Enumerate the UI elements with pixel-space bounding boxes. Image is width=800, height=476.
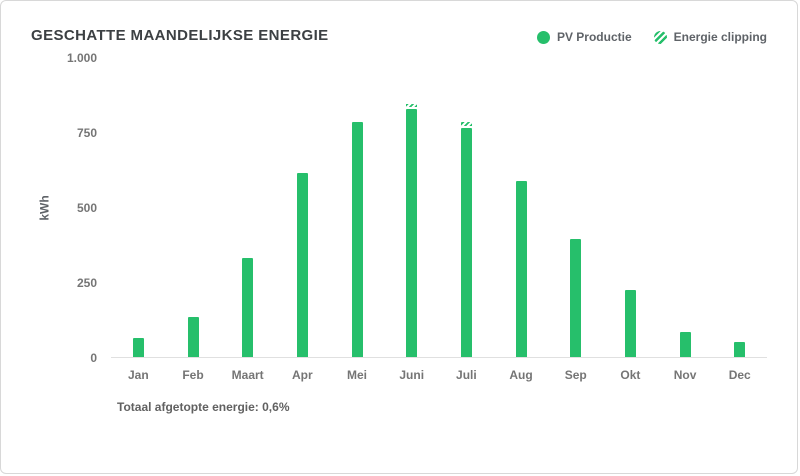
x-label-apr: Apr [292, 368, 313, 382]
energie-clipping-dot-icon [653, 30, 667, 44]
bar-column-apr [275, 58, 330, 357]
bar-apr [296, 173, 308, 357]
y-tick-750: 750 [76, 126, 97, 140]
x-label-maart: Maart [231, 368, 264, 382]
bar-column-jan [111, 58, 166, 357]
bar-jan [132, 337, 144, 357]
x-label-sep: Sep [564, 368, 587, 382]
y-tick-500: 500 [76, 201, 97, 215]
bar-maart [242, 258, 254, 357]
y-axis-label: kWh [38, 195, 52, 221]
page-title: GESCHATTE MAANDELIJKSE ENERGIE [31, 27, 329, 44]
y-tick-250: 250 [76, 276, 97, 290]
legend: PV Productie Energie clipping [536, 30, 767, 44]
bar-mei [351, 122, 363, 357]
x-label-juli: Juli [456, 368, 477, 382]
x-axis-labels: Jan Feb Maart Apr Mei Juni Juli Aug Sep Okt Nov Dec [111, 368, 767, 382]
bar-sep [570, 238, 582, 357]
clipping-segment-juli [460, 121, 472, 127]
bar-feb [187, 316, 199, 357]
x-axis: Jan Feb Maart Apr Mei Juni Juli Aug Sep Okt Nov Dec [31, 368, 767, 382]
legend-item-energie-clipping[interactable]: Energie clipping [653, 30, 767, 44]
y-axis-label-column: kWh [31, 58, 59, 358]
bar-aug [515, 180, 527, 357]
bar-column-okt [603, 58, 658, 357]
bar-column-feb [166, 58, 221, 357]
y-tick-0: 0 [90, 351, 97, 365]
bar-juli [460, 128, 472, 357]
bar-column-mei [330, 58, 385, 357]
legend-label-energie-clipping: Energie clipping [673, 30, 767, 44]
clipping-segment-juni [406, 103, 418, 107]
bar-column-nov [658, 58, 713, 357]
bar-okt [624, 289, 636, 357]
x-label-okt: Okt [620, 368, 641, 382]
bar-column-sep [548, 58, 603, 357]
legend-label-pv-productie: PV Productie [556, 30, 632, 44]
bar-column-dec [712, 58, 767, 357]
bar-chart: kWh 1.000 750 500 250 0 [31, 51, 767, 365]
y-tick-1.000: 1.000 [66, 51, 97, 65]
x-label-juni: Juni [399, 368, 425, 382]
clipping-total-note: Totaal afgetopte energie: 0,6% [117, 400, 290, 414]
x-label-feb: Feb [182, 368, 204, 382]
bar-column-juni [384, 58, 439, 357]
y-axis-ticks: 1.000 750 500 250 0 [59, 51, 111, 365]
bar-series [111, 58, 767, 357]
bar-nov [679, 331, 691, 357]
x-axis-spacer [31, 368, 111, 382]
bar-column-aug [494, 58, 549, 357]
bar-column-juli [439, 58, 494, 357]
x-label-mei: Mei [347, 368, 368, 382]
bar-dec [734, 342, 746, 357]
card-header: GESCHATTE MAANDELIJKSE ENERGIE PV Produc… [31, 23, 767, 44]
plot-area [111, 58, 767, 358]
pv-productie-dot-icon [536, 30, 550, 44]
x-label-jan: Jan [127, 368, 149, 382]
bar-juni [406, 108, 418, 357]
x-label-aug: Aug [509, 368, 533, 382]
x-label-dec: Dec [728, 368, 751, 382]
bar-column-maart [220, 58, 275, 357]
x-label-nov: Nov [673, 368, 697, 382]
legend-item-pv-productie[interactable]: PV Productie [536, 30, 632, 44]
